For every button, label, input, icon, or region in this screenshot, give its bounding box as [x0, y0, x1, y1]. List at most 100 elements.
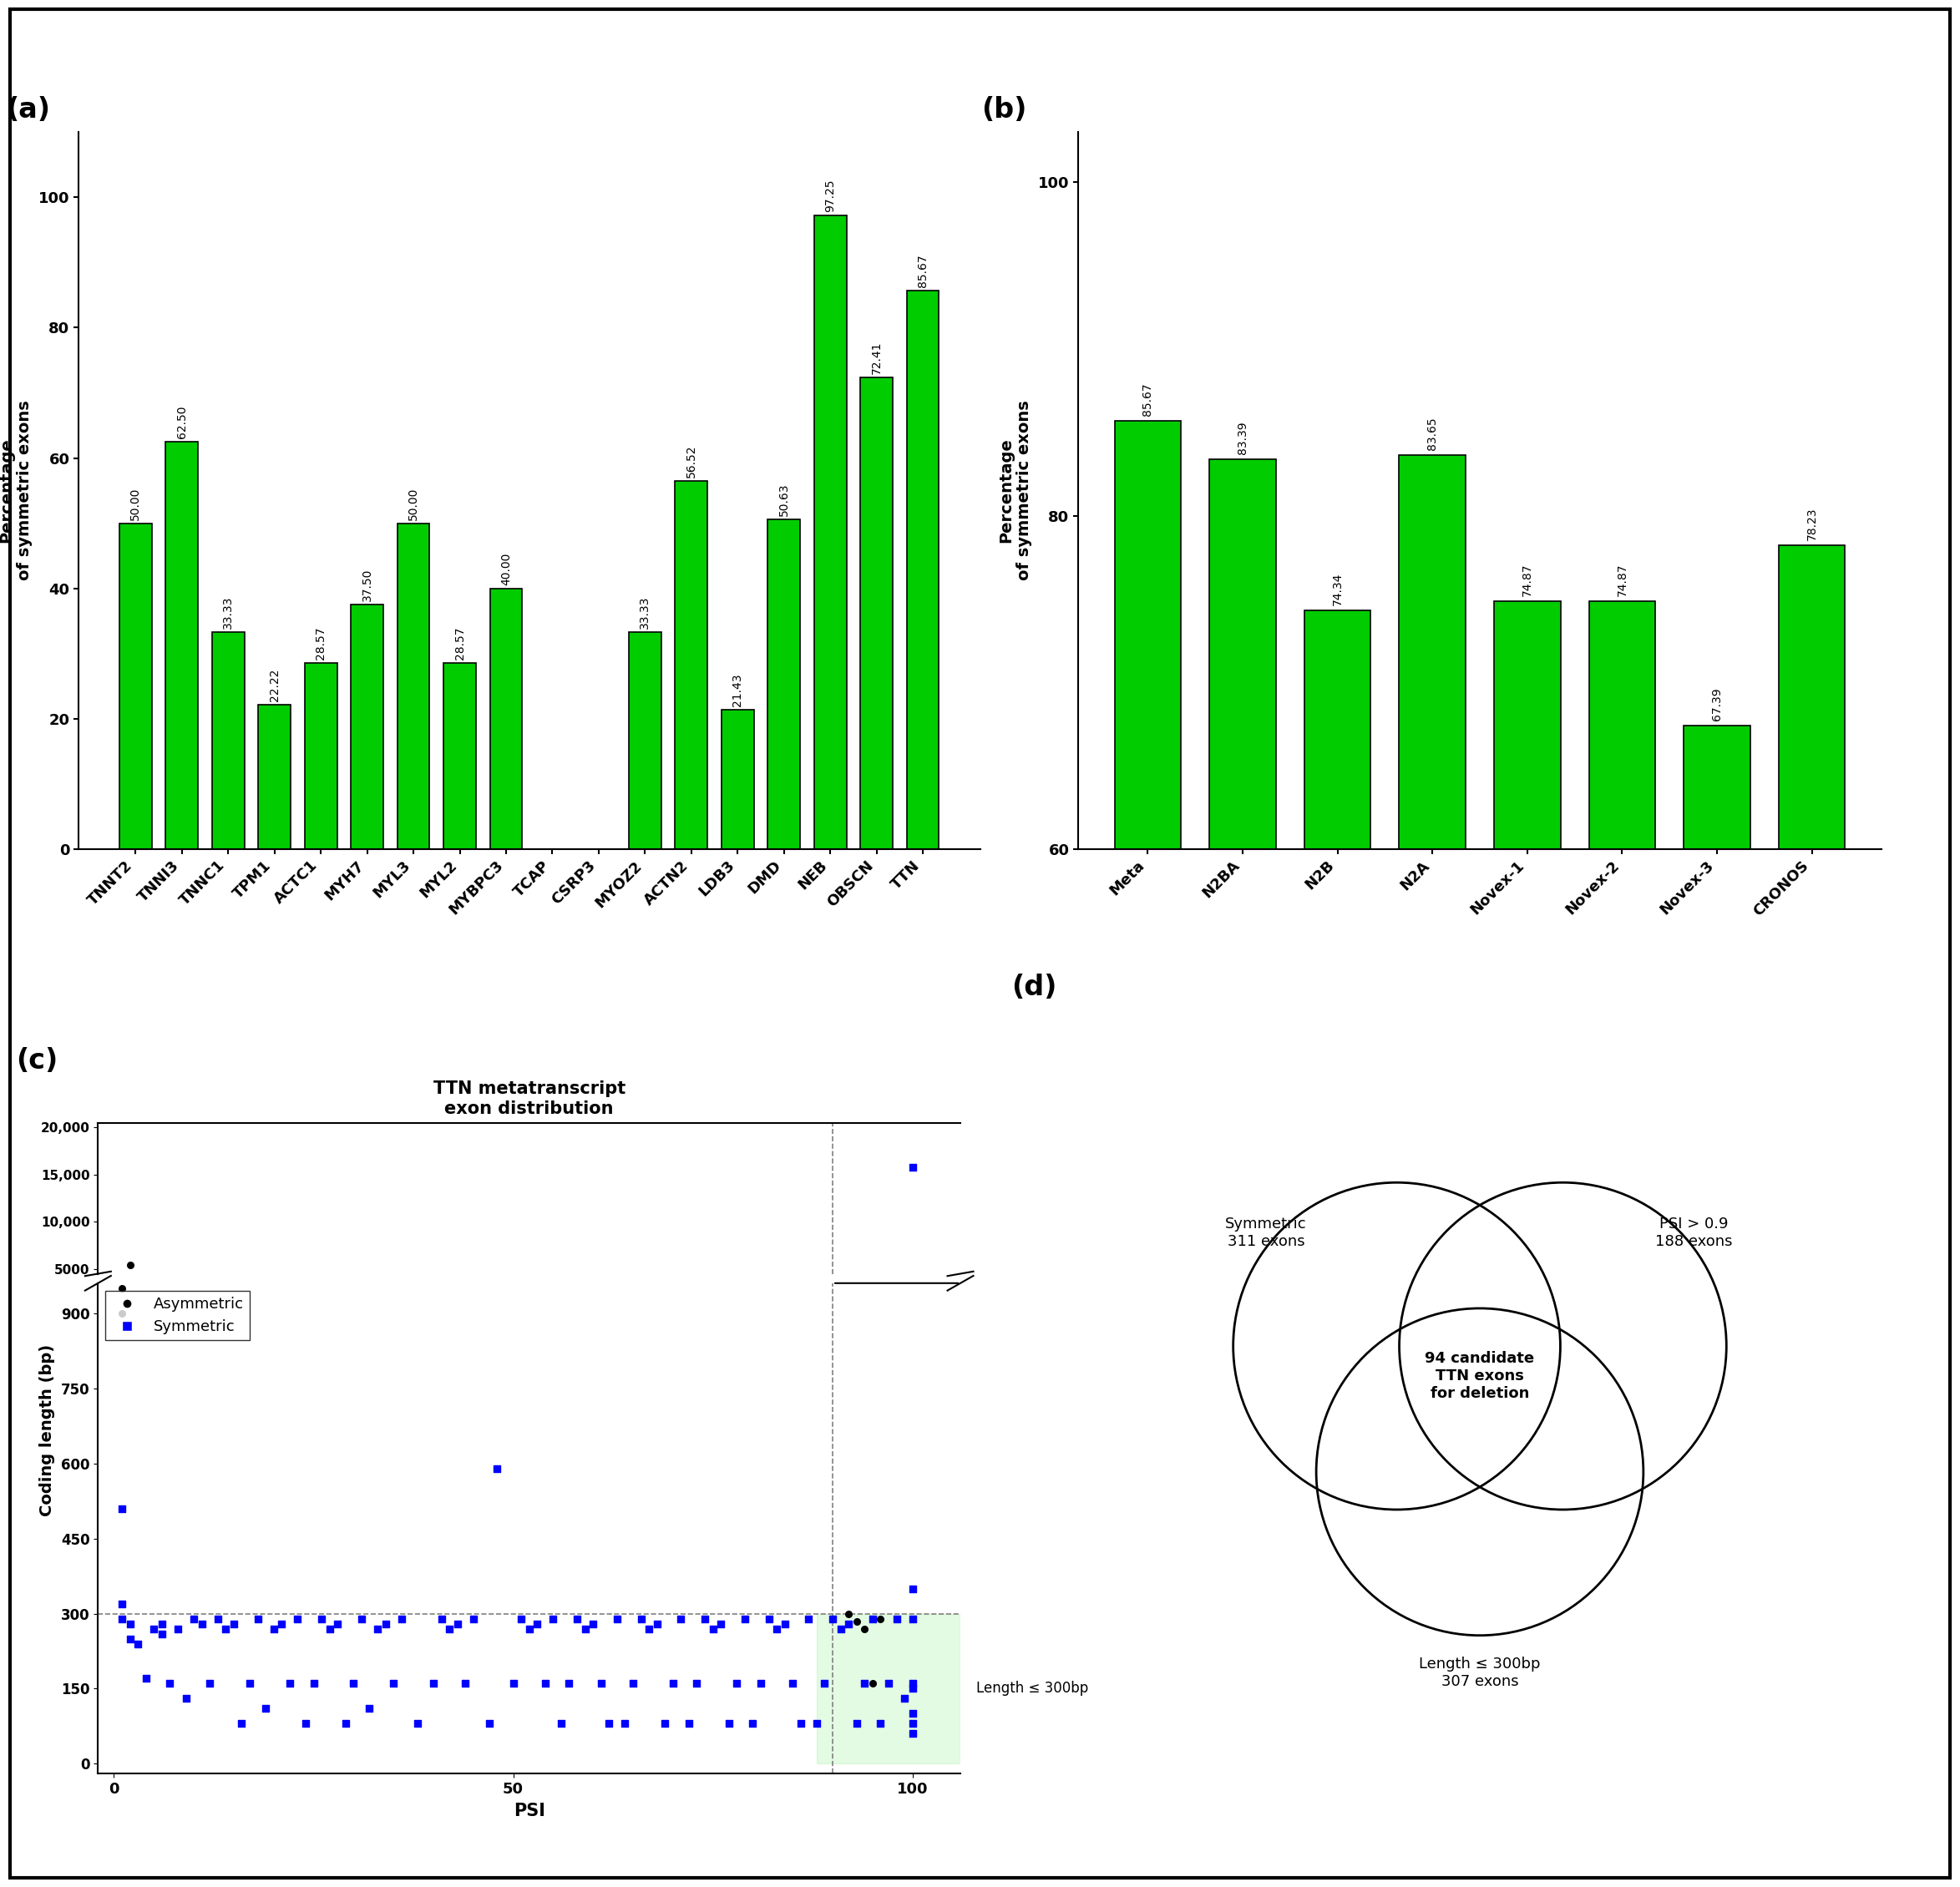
- Point: [106, 1298, 137, 1328]
- Point: [617, 1668, 649, 1698]
- Point: [817, 1604, 849, 1634]
- Point: [163, 1613, 194, 1644]
- Text: 56.52: 56.52: [686, 445, 698, 477]
- Point: [729, 1604, 760, 1634]
- Point: [809, 1668, 841, 1698]
- Bar: [1209, 459, 1276, 1849]
- Point: [425, 1604, 457, 1634]
- Text: PSI > 0.9
188 exons: PSI > 0.9 188 exons: [1654, 1217, 1733, 1249]
- Text: 50.63: 50.63: [778, 483, 790, 515]
- Point: [657, 1668, 688, 1698]
- Point: [233, 1668, 265, 1698]
- Text: Length ≤ 300bp: Length ≤ 300bp: [976, 1681, 1088, 1696]
- Point: [625, 1604, 657, 1634]
- Point: [378, 1668, 410, 1698]
- Text: 72.41: 72.41: [870, 342, 882, 374]
- Point: [521, 1608, 553, 1638]
- Point: [649, 1708, 680, 1738]
- Point: [586, 1668, 617, 1698]
- Point: [664, 1604, 696, 1634]
- Text: 74.87: 74.87: [1521, 562, 1533, 596]
- Point: [760, 1613, 792, 1644]
- Text: 33.33: 33.33: [221, 596, 233, 628]
- Y-axis label: Percentage
of symmetric exons: Percentage of symmetric exons: [998, 400, 1033, 581]
- Point: [259, 1613, 290, 1644]
- Point: [745, 1668, 776, 1698]
- Point: [610, 1708, 641, 1738]
- Bar: [351, 604, 384, 849]
- Point: [457, 1604, 488, 1634]
- Point: [321, 1608, 353, 1638]
- Point: [682, 1668, 713, 1698]
- Point: [786, 1708, 817, 1738]
- Bar: [398, 523, 429, 849]
- Point: [241, 1604, 272, 1634]
- Text: (d): (d): [1011, 974, 1056, 1002]
- Bar: [304, 662, 337, 849]
- Point: [274, 1668, 306, 1698]
- Bar: [1303, 610, 1370, 1849]
- Text: 37.50: 37.50: [361, 568, 372, 602]
- Point: [898, 1604, 929, 1634]
- Point: [402, 1708, 433, 1738]
- Title: TTN metatranscript
exon distribution: TTN metatranscript exon distribution: [433, 1081, 625, 1117]
- Point: [833, 1608, 864, 1638]
- Point: [898, 1264, 929, 1294]
- Text: 83.65: 83.65: [1427, 417, 1439, 449]
- Point: [194, 1668, 225, 1698]
- Point: [898, 1708, 929, 1738]
- Text: 22.22: 22.22: [269, 668, 280, 702]
- Bar: [1115, 421, 1182, 1849]
- Bar: [907, 291, 939, 849]
- Point: [825, 1613, 857, 1644]
- Bar: [768, 519, 800, 849]
- Point: [698, 1613, 729, 1644]
- Point: [561, 1604, 592, 1634]
- Text: 85.67: 85.67: [1143, 383, 1154, 415]
- Point: [776, 1668, 808, 1698]
- Bar: [1399, 455, 1466, 1849]
- Text: 78.23: 78.23: [1805, 508, 1817, 540]
- Text: (c): (c): [16, 1047, 59, 1076]
- Point: [474, 1708, 506, 1738]
- Bar: [212, 632, 245, 849]
- Text: 40.00: 40.00: [500, 553, 512, 585]
- Point: [802, 1708, 833, 1738]
- Point: [514, 1613, 545, 1644]
- Point: [545, 1708, 576, 1738]
- Point: [225, 1708, 257, 1738]
- Point: [857, 1668, 888, 1698]
- Y-axis label: Percentage
of symmetric exons: Percentage of symmetric exons: [0, 400, 33, 581]
- Point: [672, 1708, 704, 1738]
- Text: 94 candidate
TTN exons
for deletion: 94 candidate TTN exons for deletion: [1425, 1351, 1535, 1402]
- Point: [864, 1708, 896, 1738]
- Point: [794, 1604, 825, 1634]
- Point: [898, 1668, 929, 1698]
- Text: 33.33: 33.33: [639, 596, 651, 628]
- Point: [251, 1695, 282, 1725]
- Point: [713, 1708, 745, 1738]
- Text: (b): (b): [982, 96, 1027, 125]
- Point: [449, 1668, 480, 1698]
- Text: 83.39: 83.39: [1237, 421, 1249, 455]
- Point: [386, 1604, 417, 1634]
- Text: PSI > 0.9: PSI > 0.9: [864, 1261, 929, 1276]
- Point: [306, 1604, 337, 1634]
- Point: [482, 1453, 514, 1483]
- Point: [898, 1698, 929, 1728]
- Point: [355, 1695, 386, 1725]
- Point: [578, 1608, 610, 1638]
- Point: [202, 1604, 233, 1634]
- Text: (a): (a): [6, 96, 51, 125]
- Point: [155, 1668, 186, 1698]
- Point: [106, 1493, 137, 1523]
- Point: [417, 1668, 449, 1698]
- Point: [841, 1708, 872, 1738]
- Point: [888, 1683, 919, 1713]
- Point: [106, 1589, 137, 1619]
- Point: [171, 1683, 202, 1713]
- Point: [833, 1598, 864, 1628]
- Text: Symmetric
311 exons: Symmetric 311 exons: [1225, 1217, 1307, 1249]
- Text: 67.39: 67.39: [1711, 689, 1723, 721]
- Point: [602, 1604, 633, 1634]
